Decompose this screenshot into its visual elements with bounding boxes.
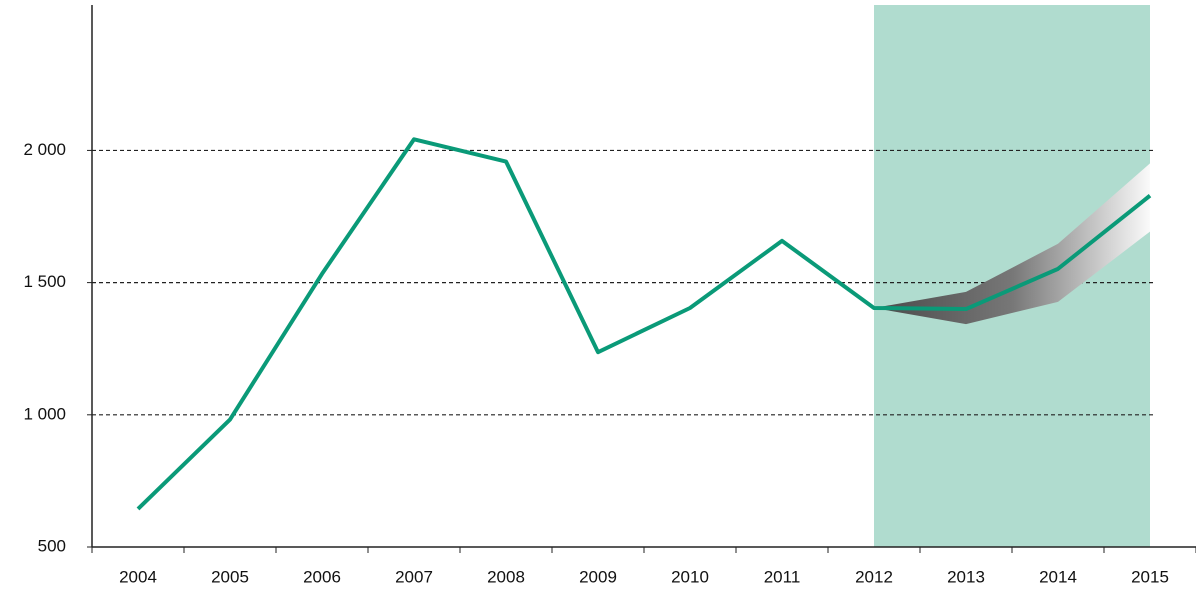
x-tick-label: 2010 [671,567,709,586]
forecast-band [874,163,1150,325]
x-tick-label: 2014 [1039,567,1077,586]
x-tick-label: 2009 [579,567,617,586]
y-tick-label: 500 [38,536,66,555]
x-tick-label: 2013 [947,567,985,586]
y-tick-label: 1 000 [23,404,66,423]
x-tick-label: 2004 [119,567,157,586]
x-tick-label: 2005 [211,567,249,586]
y-tick-label: 1 500 [23,272,66,291]
x-tick-label: 2007 [395,567,433,586]
x-tick-label: 2006 [303,567,341,586]
y-tick-label: 2 000 [23,140,66,159]
x-tick-label: 2008 [487,567,525,586]
data-line [136,137,1152,511]
x-tick-label: 2015 [1131,567,1169,586]
x-tick-label: 2012 [855,567,893,586]
x-tick-label: 2011 [764,567,801,586]
